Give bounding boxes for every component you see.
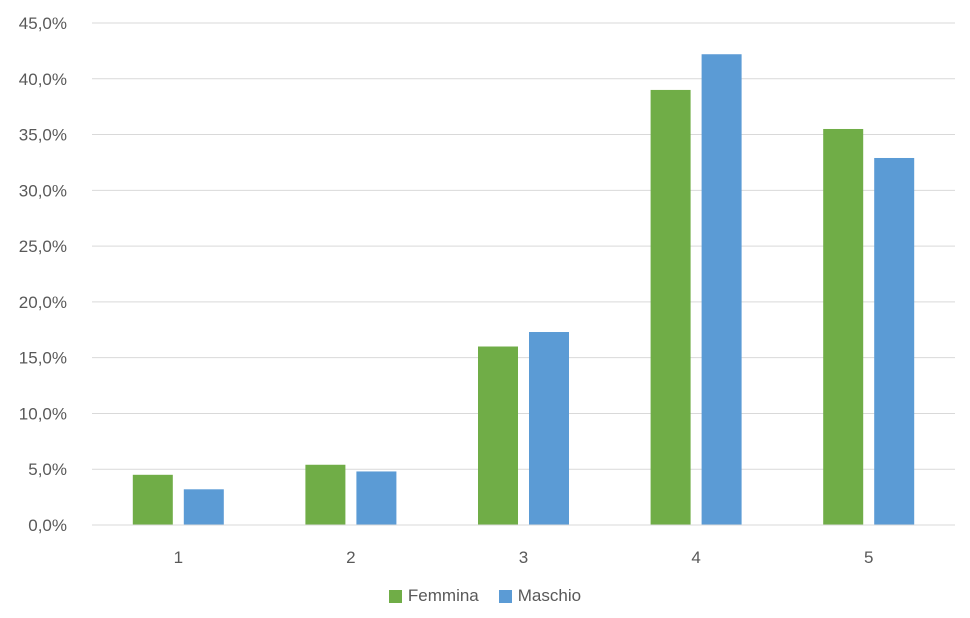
x-tick-label: 5 [864,548,873,567]
legend-item-femmina: Femmina [388,586,479,606]
x-tick-label: 4 [691,548,700,567]
y-tick-label: 30,0% [19,181,67,200]
legend-label-femmina: Femmina [407,586,479,605]
bar-femmina-5 [823,128,864,525]
y-tick-label: 15,0% [19,349,67,368]
bar-maschio-1 [183,489,224,525]
legend-item-maschio: Maschio [498,586,582,606]
x-axis-tick-labels: 1 2 3 4 5 [174,548,874,567]
bar-femmina-3 [478,346,518,525]
legend-swatch-femmina [388,589,402,603]
bar-maschio-2 [356,471,397,525]
bar-femmina-2 [305,464,346,525]
y-tick-label: 10,0% [19,404,67,423]
y-tick-label: 40,0% [19,70,67,89]
y-axis-tick-labels: 0,0% 5,0% 10,0% 15,0% 20,0% 25,0% 30,0% 35,0% 40… [19,14,67,535]
bar-femmina-4 [650,89,691,525]
y-tick-label: 0,0% [28,516,67,535]
legend-swatch-maschio [498,589,512,603]
gridlines [92,22,955,470]
y-tick-label: 45,0% [19,14,67,33]
y-tick-label: 20,0% [19,293,67,312]
bar-maschio-5 [874,157,915,525]
legend: Femmina Maschio [0,584,970,608]
y-tick-label: 35,0% [19,126,67,145]
bar-maschio-3 [529,332,569,525]
legend-label-maschio: Maschio [517,586,582,605]
x-tick-label: 1 [174,548,183,567]
x-tick-label: 3 [519,548,528,567]
x-tick-label: 2 [346,548,355,567]
bar-femmina-1 [132,474,173,525]
y-tick-label: 5,0% [28,460,67,479]
bars [132,54,915,525]
bar-maschio-4 [701,54,742,525]
y-tick-label: 25,0% [19,237,67,256]
